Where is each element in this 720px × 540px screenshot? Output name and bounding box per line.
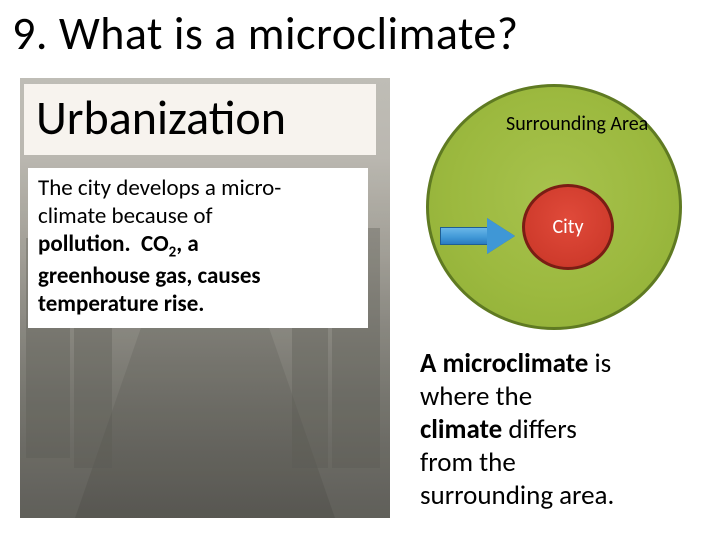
surrounding-area-label: Surrounding Area	[506, 112, 648, 136]
microclimate-diagram: Surrounding Area City	[410, 74, 700, 334]
urbanization-heading-box: Urbanization	[24, 84, 376, 155]
city-label: City	[552, 215, 583, 239]
arrow-icon	[440, 218, 518, 254]
explanation-text: The city develops a micro-climate becaus…	[28, 168, 368, 328]
slide-title: 9. What is a microclimate?	[12, 6, 519, 62]
inner-circle: City	[522, 184, 614, 270]
definition-text: A microclimate iswhere theclimate differ…	[420, 348, 700, 513]
slide: 9. What is a microclimate? Urbanization …	[0, 0, 720, 540]
urbanization-heading: Urbanization	[36, 88, 364, 147]
